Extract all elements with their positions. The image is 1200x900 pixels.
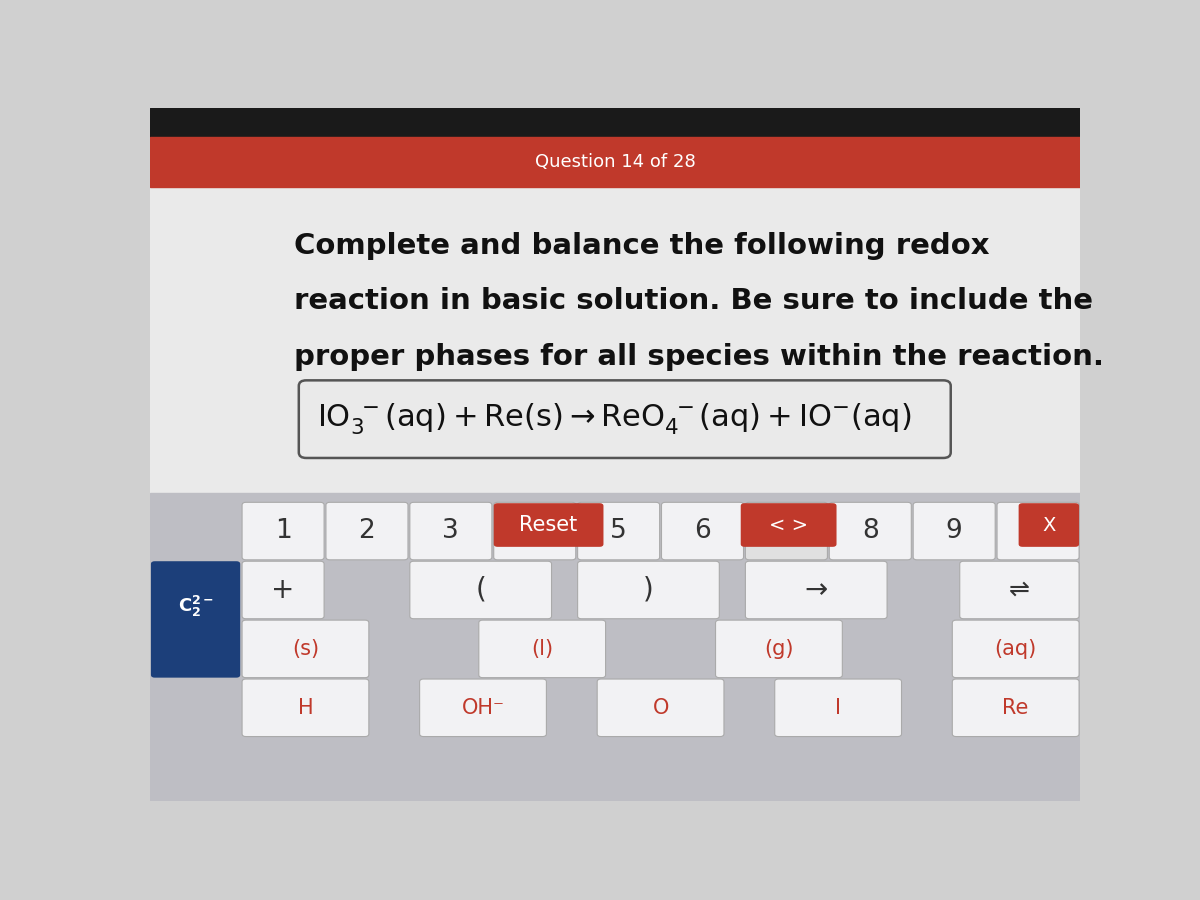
Text: reaction in basic solution. Be sure to include the: reaction in basic solution. Be sure to i…: [294, 287, 1093, 315]
Text: (l): (l): [532, 639, 553, 659]
FancyBboxPatch shape: [953, 679, 1079, 736]
Text: 2: 2: [359, 518, 376, 544]
Text: 7: 7: [778, 518, 794, 544]
Text: Re: Re: [1002, 698, 1028, 718]
FancyBboxPatch shape: [242, 679, 368, 736]
FancyBboxPatch shape: [960, 562, 1079, 618]
FancyBboxPatch shape: [479, 620, 606, 678]
Text: 0: 0: [1030, 518, 1046, 544]
Text: ): ): [643, 576, 654, 604]
Text: +: +: [271, 576, 295, 604]
Text: H: H: [298, 698, 313, 718]
Text: $\mathrm{IO_3^{\ -}(aq) + Re(s) \rightarrow ReO_4^{\ -}(aq) + IO^{-}(aq)}$: $\mathrm{IO_3^{\ -}(aq) + Re(s) \rightar…: [317, 401, 912, 436]
Text: (g): (g): [764, 639, 793, 659]
Text: →: →: [805, 576, 828, 604]
Text: 9: 9: [946, 518, 962, 544]
Bar: [150, 492, 1080, 801]
FancyBboxPatch shape: [913, 502, 995, 560]
Text: (aq): (aq): [995, 639, 1037, 659]
Text: Complete and balance the following redox: Complete and balance the following redox: [294, 232, 990, 260]
Text: 1: 1: [275, 518, 292, 544]
Text: I: I: [835, 698, 841, 718]
FancyBboxPatch shape: [1019, 503, 1079, 547]
FancyBboxPatch shape: [775, 679, 901, 736]
FancyBboxPatch shape: [661, 502, 744, 560]
Text: (s): (s): [292, 639, 319, 659]
FancyBboxPatch shape: [577, 502, 660, 560]
FancyBboxPatch shape: [577, 562, 719, 618]
Text: $\mathregular{C_2^{2-}}$: $\mathregular{C_2^{2-}}$: [178, 594, 214, 618]
FancyBboxPatch shape: [493, 502, 576, 560]
FancyBboxPatch shape: [715, 620, 842, 678]
Text: 6: 6: [694, 518, 710, 544]
Text: proper phases for all species within the reaction.: proper phases for all species within the…: [294, 343, 1104, 371]
Text: < >: < >: [769, 516, 808, 535]
Bar: [150, 137, 1080, 187]
FancyBboxPatch shape: [242, 502, 324, 560]
FancyBboxPatch shape: [829, 502, 911, 560]
Text: O: O: [653, 698, 668, 718]
Text: 3: 3: [443, 518, 460, 544]
FancyBboxPatch shape: [242, 620, 368, 678]
FancyBboxPatch shape: [326, 502, 408, 560]
Bar: [150, 187, 1080, 492]
FancyBboxPatch shape: [953, 620, 1079, 678]
Text: X: X: [1042, 516, 1056, 535]
FancyBboxPatch shape: [598, 679, 724, 736]
FancyBboxPatch shape: [740, 503, 836, 547]
Text: 5: 5: [611, 518, 628, 544]
FancyBboxPatch shape: [410, 562, 552, 618]
FancyBboxPatch shape: [745, 562, 887, 618]
FancyBboxPatch shape: [997, 502, 1079, 560]
Text: ⇌: ⇌: [1009, 578, 1030, 602]
FancyBboxPatch shape: [493, 503, 604, 547]
FancyBboxPatch shape: [420, 679, 546, 736]
Text: OH⁻: OH⁻: [462, 698, 504, 718]
Text: 4: 4: [527, 518, 544, 544]
FancyBboxPatch shape: [242, 562, 324, 618]
Text: Reset: Reset: [520, 515, 577, 535]
Text: 8: 8: [862, 518, 878, 544]
Text: Question 14 of 28: Question 14 of 28: [535, 153, 695, 171]
FancyBboxPatch shape: [410, 502, 492, 560]
Bar: [150, 108, 1080, 137]
FancyBboxPatch shape: [745, 502, 828, 560]
Bar: [150, 187, 1080, 492]
Text: (: (: [475, 576, 486, 604]
FancyBboxPatch shape: [151, 562, 240, 678]
